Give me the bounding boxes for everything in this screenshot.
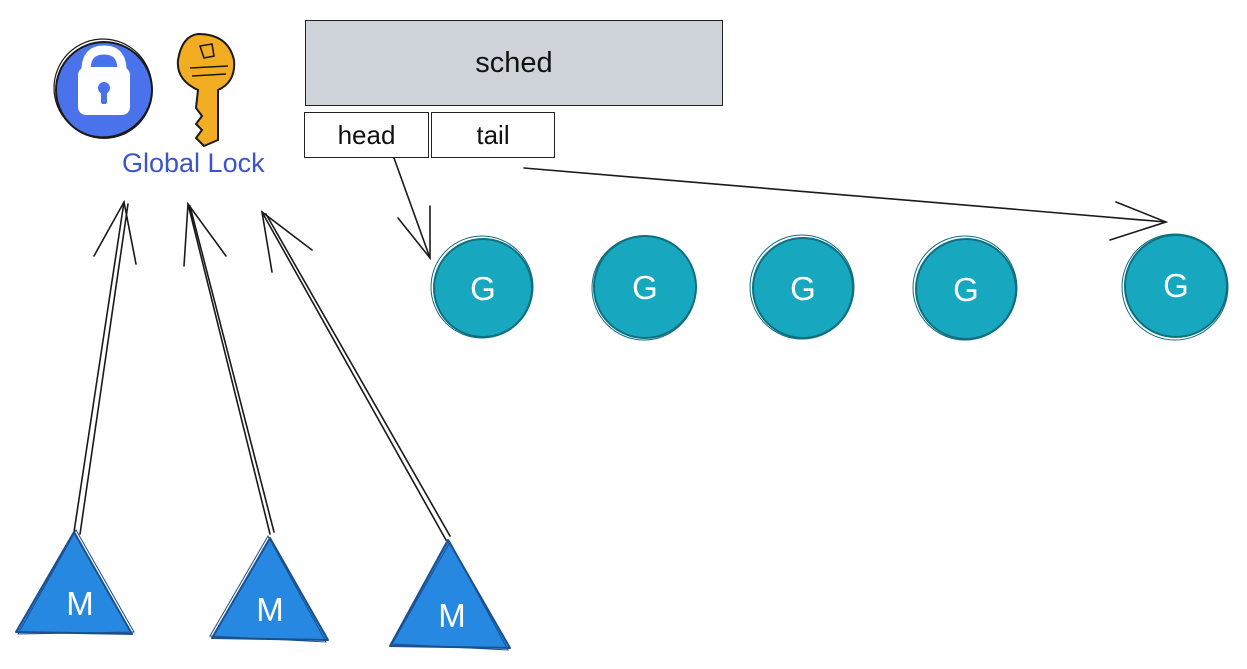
arrow-m3-to-lock bbox=[261, 211, 451, 541]
sched-box: sched bbox=[305, 20, 723, 106]
queue-pointer-arrows bbox=[393, 157, 1169, 261]
tail-label: tail bbox=[476, 119, 510, 150]
goroutine-label: G bbox=[790, 270, 816, 307]
arrow-m2-head bbox=[183, 201, 227, 267]
machine-label: M bbox=[66, 585, 94, 622]
head-label: head bbox=[337, 119, 396, 150]
goroutine-queue bbox=[430, 233, 1229, 341]
arrow-tail-last-g-tip bbox=[1109, 201, 1169, 241]
machine-label: M bbox=[438, 597, 466, 634]
m-to-lock-arrows bbox=[73, 199, 451, 541]
arrow-m3-head bbox=[260, 210, 313, 273]
arrow-tail-to-last-g bbox=[523, 167, 1167, 223]
arrow-head-to-first-g bbox=[393, 157, 431, 259]
goroutine-label: G bbox=[470, 270, 496, 307]
machine-threads bbox=[15, 528, 511, 651]
arrow-head-first-g-tip bbox=[397, 205, 431, 261]
goroutine-label: G bbox=[1163, 267, 1189, 304]
sched-title: sched bbox=[475, 46, 553, 79]
goroutine-label: G bbox=[953, 271, 979, 308]
goroutine-node bbox=[433, 238, 533, 338]
key-icon bbox=[176, 32, 236, 148]
goroutine-node bbox=[1124, 234, 1228, 338]
arrow-m2-to-lock bbox=[187, 203, 275, 535]
machine-label: M bbox=[256, 591, 284, 628]
lock-icon bbox=[53, 38, 153, 139]
arrow-m1-head bbox=[93, 199, 137, 265]
goroutine-node bbox=[752, 237, 854, 339]
arrow-m1-to-lock bbox=[73, 201, 129, 535]
goroutine-label: G bbox=[632, 269, 658, 306]
head-cell: head bbox=[304, 112, 429, 158]
tail-cell: tail bbox=[431, 112, 555, 158]
global-lock-label: Global Lock bbox=[122, 148, 265, 178]
goroutine-node bbox=[915, 238, 1017, 340]
